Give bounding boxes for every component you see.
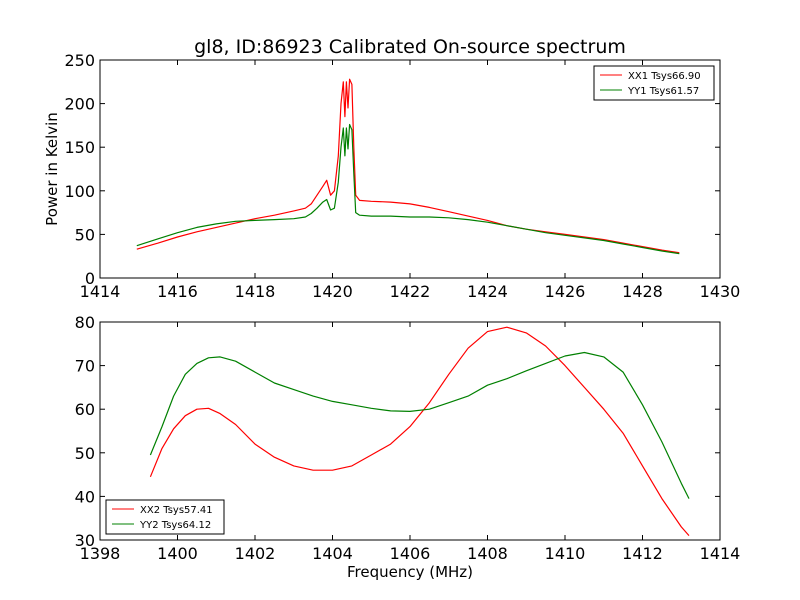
top-y-tick-label-1: 50 [75,225,95,244]
bottom-chart-ticks: 1398 1400 1402 1404 1406 1408 1410 1412 1414 30 40… [75,313,741,563]
bottom-chart-series-layer [149,326,690,536]
bottom-y-tick-label-4: 70 [75,357,95,376]
top-legend-label-xx1: XX1 Tsys66.90 [628,71,701,82]
bottom-y-tick-label-0: 30 [75,531,95,550]
top-chart: gl8, ID:86923 Calibrated On-source spect… [43,36,740,301]
top-x-tick-label-5: 1424 [467,282,508,301]
top-x-tick-label-2: 1418 [235,282,276,301]
bottom-legend-label-yy2: YY2 Tsys64.12 [139,520,211,531]
bottom-legend-label-xx2: XX2 Tsys57.41 [140,505,213,516]
top-chart-y-axis-label: Power in Kelvin [43,112,61,226]
bottom-chart-legend-box [105,499,225,535]
top-x-tick-label-7: 1428 [622,282,663,301]
bottom-x-tick-label-3: 1404 [312,544,353,563]
bottom-x-tick-label-6: 1410 [545,544,586,563]
top-legend-label-yy1: YY1 Tsys61.57 [627,86,699,97]
bottom-y-tick-label-2: 50 [75,444,95,463]
top-chart-series-layer [136,78,680,255]
bottom-x-tick-label-0: 1398 [80,544,121,563]
top-x-tick-label-0: 1414 [80,282,121,301]
top-chart-title: gl8, ID:86923 Calibrated On-source spect… [194,36,626,58]
top-series-line-0 [136,78,680,254]
top-y-tick-label-4: 200 [64,95,95,114]
top-x-tick-label-3: 1420 [312,282,353,301]
bottom-series-line-0 [149,326,690,536]
top-y-tick-label-3: 150 [64,138,95,157]
bottom-x-tick-label-1: 1400 [157,544,198,563]
bottom-chart-legend: XX2 Tsys57.41 YY2 Tsys64.12 [105,499,225,535]
top-x-tick-label-4: 1422 [390,282,431,301]
top-chart-legend: XX1 Tsys66.90 YY1 Tsys61.57 [593,65,715,101]
top-chart-ticks: 1414 1416 1418 1420 1422 1424 1426 1428 1430 0 50 1… [64,51,740,301]
top-y-tick-label-0: 0 [85,269,95,288]
top-x-tick-label-8: 1430 [700,282,741,301]
top-series-line-1 [136,123,680,255]
bottom-x-tick-label-4: 1406 [390,544,431,563]
bottom-x-tick-label-8: 1414 [700,544,741,563]
bottom-chart-x-axis-label: Frequency (MHz) [347,563,473,581]
top-x-tick-label-6: 1426 [545,282,586,301]
bottom-x-tick-label-7: 1412 [622,544,663,563]
bottom-series-line-1 [149,351,690,499]
top-y-tick-label-2: 100 [64,182,95,201]
bottom-chart: Frequency (MHz) 1398 1400 1402 1404 1406 1408… [75,313,741,581]
top-y-tick-label-5: 250 [64,51,95,70]
top-x-tick-label-1: 1416 [157,282,198,301]
bottom-x-tick-label-2: 1402 [235,544,276,563]
bottom-y-tick-label-1: 40 [75,487,95,506]
bottom-y-tick-label-3: 60 [75,400,95,419]
bottom-x-tick-label-5: 1408 [467,544,508,563]
top-chart-legend-box [593,65,715,101]
bottom-y-tick-label-5: 80 [75,313,95,332]
